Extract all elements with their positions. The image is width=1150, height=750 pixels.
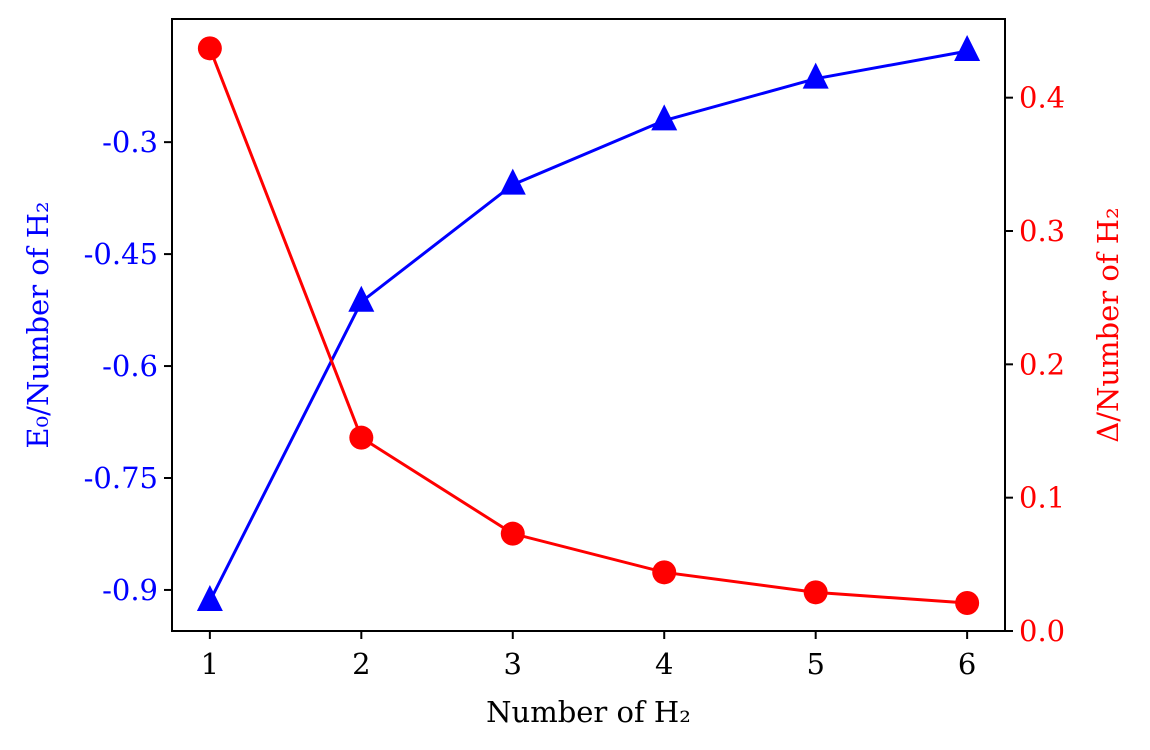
right-y-axis-title: Δ/Number of H₂	[1091, 207, 1125, 442]
x-tick-label: 6	[958, 647, 976, 681]
right-y-tick-label: 0.2	[1019, 347, 1065, 381]
axes-frame	[171, 18, 1006, 632]
x-tick-label: 1	[201, 647, 219, 681]
circle-marker	[500, 521, 525, 546]
left-y-tick-label: -0.75	[84, 461, 158, 495]
circle-marker	[803, 580, 828, 605]
left-y-tick-label: -0.6	[102, 349, 158, 383]
x-axis: 1 2 3 4 5 6	[201, 631, 976, 681]
series-line	[208, 47, 968, 605]
circle-marker	[197, 36, 222, 61]
x-axis-title: Number of H₂	[486, 695, 691, 729]
circle-marker	[955, 591, 980, 615]
right-y-tick-label: 0.4	[1019, 81, 1065, 115]
series-line	[208, 49, 968, 602]
x-tick-label: 3	[504, 647, 522, 681]
right-y-tick-label: 0.0	[1019, 614, 1065, 648]
circle-marker	[652, 560, 677, 585]
right-y-tick-label: 0.1	[1019, 481, 1065, 515]
triangle-marker	[499, 168, 526, 195]
triangle-marker	[348, 285, 375, 312]
x-tick-label: 4	[655, 647, 673, 681]
right-y-axis: 0.0 0.1 0.2 0.3 0.4	[1005, 81, 1065, 648]
axis-labels: Number of H₂ E₀/Number of H₂ Δ/Number of H…	[21, 201, 1125, 729]
circle-marker	[349, 425, 374, 450]
x-tick-label: 5	[806, 647, 824, 681]
left-y-axis-title: E₀/Number of H₂	[21, 201, 55, 448]
left-y-tick-label: -0.3	[102, 125, 158, 159]
left-y-tick-label: -0.45	[84, 237, 158, 271]
triangle-marker	[802, 62, 829, 89]
series-layer	[196, 34, 981, 615]
x-tick-label: 2	[352, 647, 370, 681]
right-y-tick-label: 0.3	[1019, 214, 1065, 248]
triangle-marker	[954, 34, 981, 61]
left-y-axis: -0.3 -0.45 -0.6 -0.75 -0.9	[84, 125, 172, 607]
triangle-marker	[196, 585, 223, 612]
left-y-tick-label: -0.9	[102, 573, 158, 607]
triangle-marker	[651, 104, 678, 131]
